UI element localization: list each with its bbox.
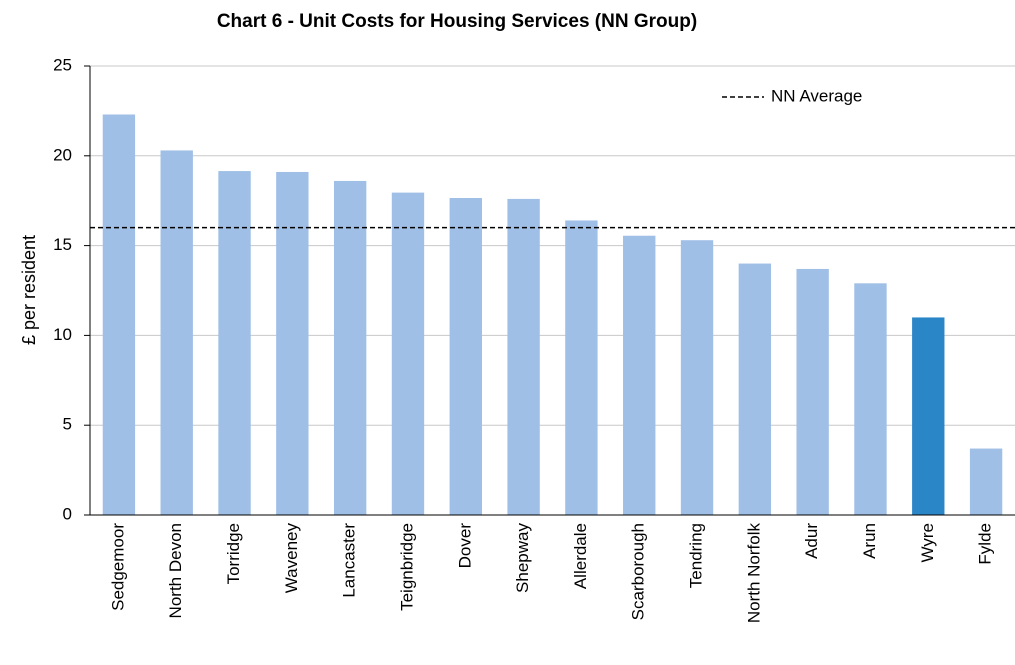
x-tick-label: Arun bbox=[860, 523, 879, 559]
x-tick-label: Scarborough bbox=[629, 523, 648, 620]
bar bbox=[565, 220, 598, 515]
x-tick-label: Dover bbox=[455, 523, 474, 569]
x-tick-label: Sedgemoor bbox=[108, 523, 127, 611]
bar bbox=[276, 171, 309, 516]
bar bbox=[449, 198, 482, 516]
bar bbox=[680, 240, 714, 515]
chart-title: Chart 6 - Unit Costs for Housing Service… bbox=[217, 11, 697, 32]
bar bbox=[912, 317, 945, 515]
y-tick-label: 15 bbox=[53, 235, 72, 254]
x-tick-label: North Norfolk bbox=[744, 523, 763, 624]
bar bbox=[796, 268, 829, 515]
x-tick-label: Fylde bbox=[976, 523, 995, 565]
x-tick-label: Lancaster bbox=[340, 523, 359, 598]
x-tick-label: Wyre bbox=[918, 523, 937, 563]
bar bbox=[102, 114, 136, 515]
legend-label: NN Average bbox=[771, 86, 862, 105]
bar bbox=[507, 198, 540, 516]
x-tick-label: Allerdale bbox=[571, 523, 590, 589]
bar bbox=[391, 192, 425, 516]
x-tick-label: Shepway bbox=[513, 523, 532, 593]
y-tick-label: 0 bbox=[63, 504, 72, 523]
y-tick-label: 25 bbox=[53, 55, 72, 74]
x-tick-label: Teignbridge bbox=[397, 523, 416, 611]
bar bbox=[160, 150, 193, 516]
bar bbox=[218, 171, 251, 516]
x-tick-label: Adur bbox=[802, 523, 821, 559]
bar bbox=[333, 180, 367, 515]
y-tick-label: 20 bbox=[53, 145, 72, 164]
y-axis-label: £ per resident bbox=[19, 235, 39, 345]
x-tick-label: Torridge bbox=[224, 523, 243, 584]
bar bbox=[623, 235, 656, 516]
y-tick-label: 10 bbox=[53, 325, 72, 344]
bar bbox=[854, 283, 887, 515]
bar bbox=[969, 448, 1003, 515]
x-tick-label: Tendring bbox=[687, 523, 706, 588]
x-tick-label: North Devon bbox=[166, 523, 185, 618]
bar bbox=[738, 263, 772, 515]
y-tick-label: 5 bbox=[63, 415, 72, 434]
x-tick-label: Waveney bbox=[282, 523, 301, 594]
